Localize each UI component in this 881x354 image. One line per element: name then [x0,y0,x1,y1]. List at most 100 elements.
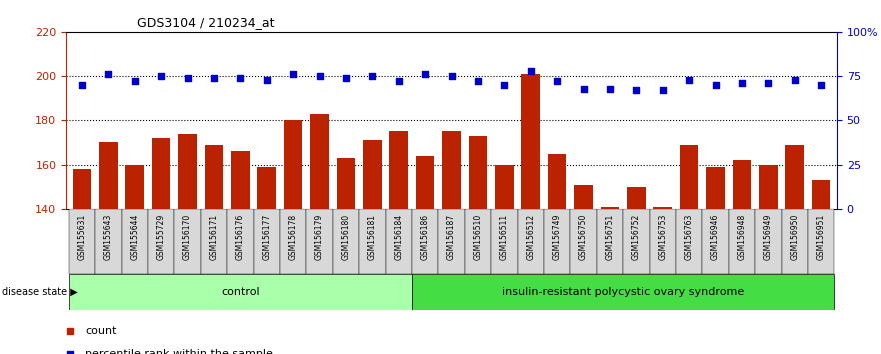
Text: GSM156179: GSM156179 [315,214,324,260]
Text: GSM156176: GSM156176 [236,214,245,260]
Bar [204,145,223,209]
Text: GSM156753: GSM156753 [658,214,667,261]
Bar [280,209,307,274]
Text: GSM156510: GSM156510 [473,214,483,260]
Point [735,80,749,86]
Point [814,82,828,88]
Bar [733,160,751,209]
Bar [759,165,778,209]
Bar [307,209,333,274]
Text: GSM156751: GSM156751 [605,214,614,260]
Bar [310,114,329,209]
Bar [125,165,144,209]
Bar [95,209,122,274]
Text: GSM156750: GSM156750 [579,214,588,261]
Text: GSM155644: GSM155644 [130,214,139,261]
Text: GSM156749: GSM156749 [552,214,561,261]
Text: GDS3104 / 210234_at: GDS3104 / 210234_at [137,16,274,29]
Point [788,77,802,82]
Bar [333,209,359,274]
Point [497,82,511,88]
Text: GSM155643: GSM155643 [104,214,113,261]
Point [418,72,433,77]
Bar [491,209,517,274]
Point [708,82,722,88]
Text: count: count [85,326,117,336]
Bar [412,209,439,274]
Bar [570,209,596,274]
Bar [544,209,570,274]
Bar [231,152,249,209]
Point [444,73,458,79]
Bar [178,134,196,209]
Bar [676,209,702,274]
Text: GSM156171: GSM156171 [210,214,218,260]
Bar [812,180,831,209]
Text: GSM155631: GSM155631 [78,214,86,260]
Text: GSM156948: GSM156948 [737,214,746,260]
Text: GSM156177: GSM156177 [263,214,271,260]
Bar [680,145,699,209]
Point [576,86,590,91]
Bar [654,207,672,209]
Bar [69,209,95,274]
Point [207,75,221,81]
Bar [442,131,461,209]
Text: GSM156752: GSM156752 [632,214,640,260]
Point [470,79,485,84]
Text: GSM156763: GSM156763 [685,214,693,261]
Bar [495,165,514,209]
Bar [337,158,355,209]
Bar [152,138,170,209]
Bar [755,209,781,274]
Point [101,72,115,77]
Bar [69,274,412,310]
Bar [517,209,544,274]
Bar [389,131,408,209]
Text: GSM156946: GSM156946 [711,214,720,261]
Bar [627,187,646,209]
Bar [623,209,649,274]
Point [761,80,775,86]
Bar [284,120,302,209]
Bar [257,167,276,209]
Text: GSM156950: GSM156950 [790,214,799,261]
Text: GSM156181: GSM156181 [367,214,377,260]
Bar [729,209,755,274]
Point [366,73,380,79]
Bar [386,209,412,274]
Point [682,77,696,82]
Point [313,73,327,79]
Bar [174,209,201,274]
Point [392,79,406,84]
Bar [72,169,91,209]
Bar [254,209,280,274]
Bar [148,209,174,274]
Point [550,79,564,84]
Text: insulin-resistant polycystic ovary syndrome: insulin-resistant polycystic ovary syndr… [502,287,744,297]
Bar [786,145,804,209]
Bar [596,209,623,274]
Point [655,87,670,93]
Text: disease state ▶: disease state ▶ [2,287,78,297]
Bar [416,156,434,209]
Bar [649,209,676,274]
Bar [548,154,566,209]
Bar [707,167,725,209]
Point [75,82,89,88]
Text: control: control [221,287,260,297]
Bar [469,136,487,209]
Bar [122,209,148,274]
Point [233,75,248,81]
Text: GSM156170: GSM156170 [183,214,192,260]
Point [523,68,537,74]
Bar [227,209,254,274]
Bar [439,209,464,274]
Bar [464,209,491,274]
Text: GSM155729: GSM155729 [157,214,166,260]
Point [260,77,274,82]
Text: GSM156184: GSM156184 [394,214,403,260]
Bar [412,274,834,310]
Text: percentile rank within the sample: percentile rank within the sample [85,349,273,354]
Text: GSM156178: GSM156178 [289,214,298,260]
